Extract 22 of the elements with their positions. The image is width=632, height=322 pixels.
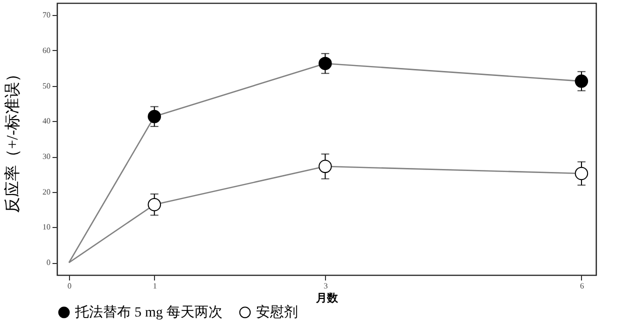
point [148,198,162,212]
x-tick-label: 0 [67,282,72,290]
y-tick-label: 50 [42,81,50,90]
y-tick-label: 0 [46,258,50,268]
y-axis-title: 反应率（+/-标准误） [4,66,22,213]
point [574,74,588,88]
y-tick-label: 10 [42,222,50,232]
y-tick-label: 30 [42,152,50,162]
point [148,110,162,124]
y-tick-label: 70 [42,10,50,20]
y-tick-label: 40 [42,116,50,126]
x-tick-label: 6 [580,282,584,290]
x-tick-label: 3 [324,282,328,290]
point [318,56,332,70]
x-axis-title: 月数 [315,292,339,304]
y-tick-label: 60 [42,46,50,55]
y-tick-label: 20 [42,187,50,196]
legend-label: 托法替布 5 mg 每天两次 [74,304,222,320]
point [574,166,588,180]
legend-label: 安慰剂 [256,304,298,320]
x-tick-label: 1 [152,282,157,290]
point [318,160,332,174]
